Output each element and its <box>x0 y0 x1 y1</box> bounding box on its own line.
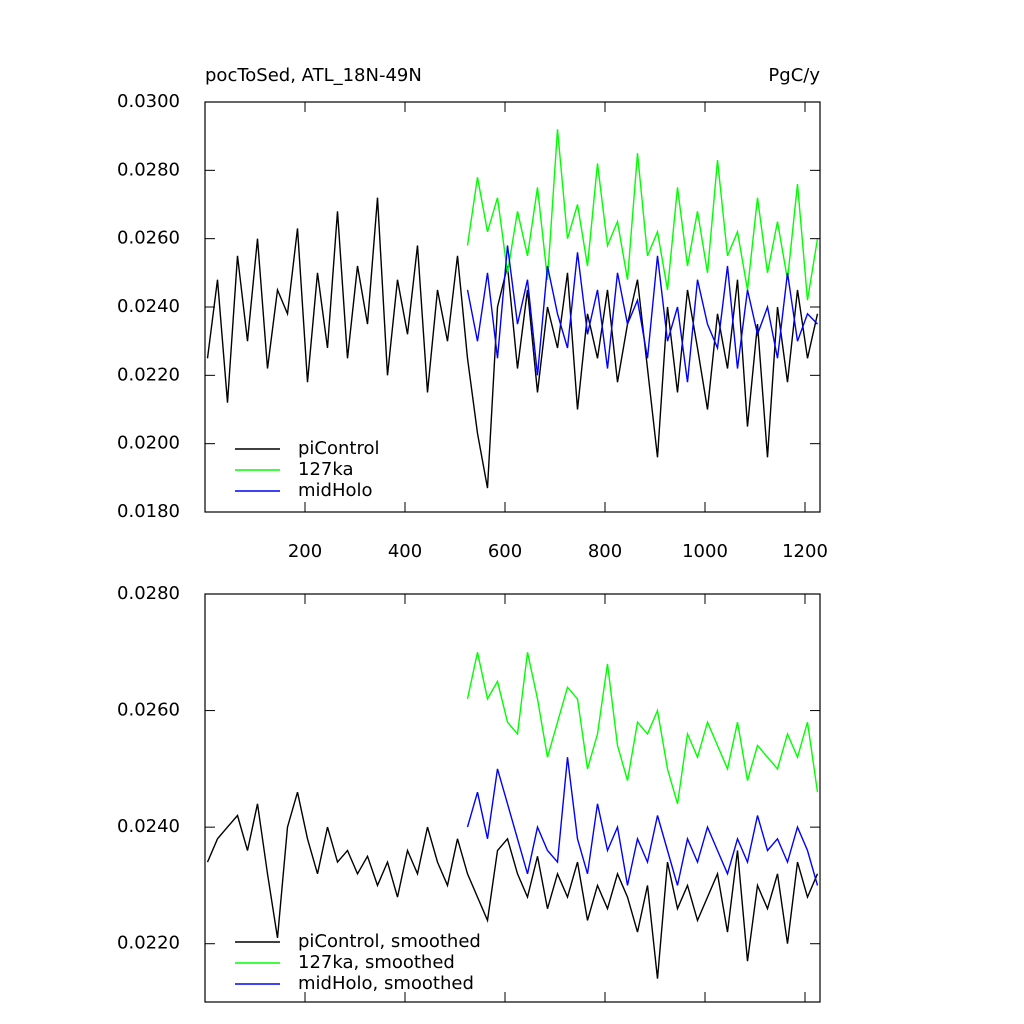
units-label: PgC/y <box>768 65 820 86</box>
x-tick-label: 400 <box>388 541 422 562</box>
x-tick-label: 200 <box>288 541 322 562</box>
y-tick-label: 0.0280 <box>117 159 180 180</box>
x-tick-label: 1200 <box>782 541 828 562</box>
series-line <box>466 652 819 804</box>
x-tick-label: 600 <box>488 541 522 562</box>
y-tick-label: 0.0260 <box>117 228 180 249</box>
x-tick-label: 800 <box>588 541 622 562</box>
y-tick-label: 0.0240 <box>117 296 180 317</box>
y-tick-label: 0.0300 <box>117 91 180 112</box>
series-line <box>466 757 819 886</box>
legend-label: midHolo <box>298 480 373 501</box>
legend-label: piControl, smoothed <box>298 931 481 952</box>
chart-title: pocToSed, ATL_18N-49N <box>205 65 422 86</box>
series-line <box>466 245 819 383</box>
y-tick-label: 0.0220 <box>117 933 180 954</box>
legend-label: 127ka <box>298 459 354 480</box>
legend-label: midHolo, smoothed <box>298 973 474 994</box>
series-line <box>466 129 819 301</box>
legend-label: 127ka, smoothed <box>298 952 455 973</box>
y-tick-label: 0.0240 <box>117 816 180 837</box>
y-tick-label: 0.0180 <box>117 501 180 522</box>
x-tick-label: 1000 <box>682 541 728 562</box>
y-tick-label: 0.0280 <box>117 583 180 604</box>
y-tick-label: 0.0200 <box>117 433 180 454</box>
y-tick-label: 0.0220 <box>117 364 180 385</box>
series-line <box>206 792 819 979</box>
series-line <box>206 197 819 489</box>
plot-frame <box>204 593 821 1003</box>
legend-label: piControl <box>298 438 380 459</box>
y-tick-label: 0.0260 <box>117 700 180 721</box>
